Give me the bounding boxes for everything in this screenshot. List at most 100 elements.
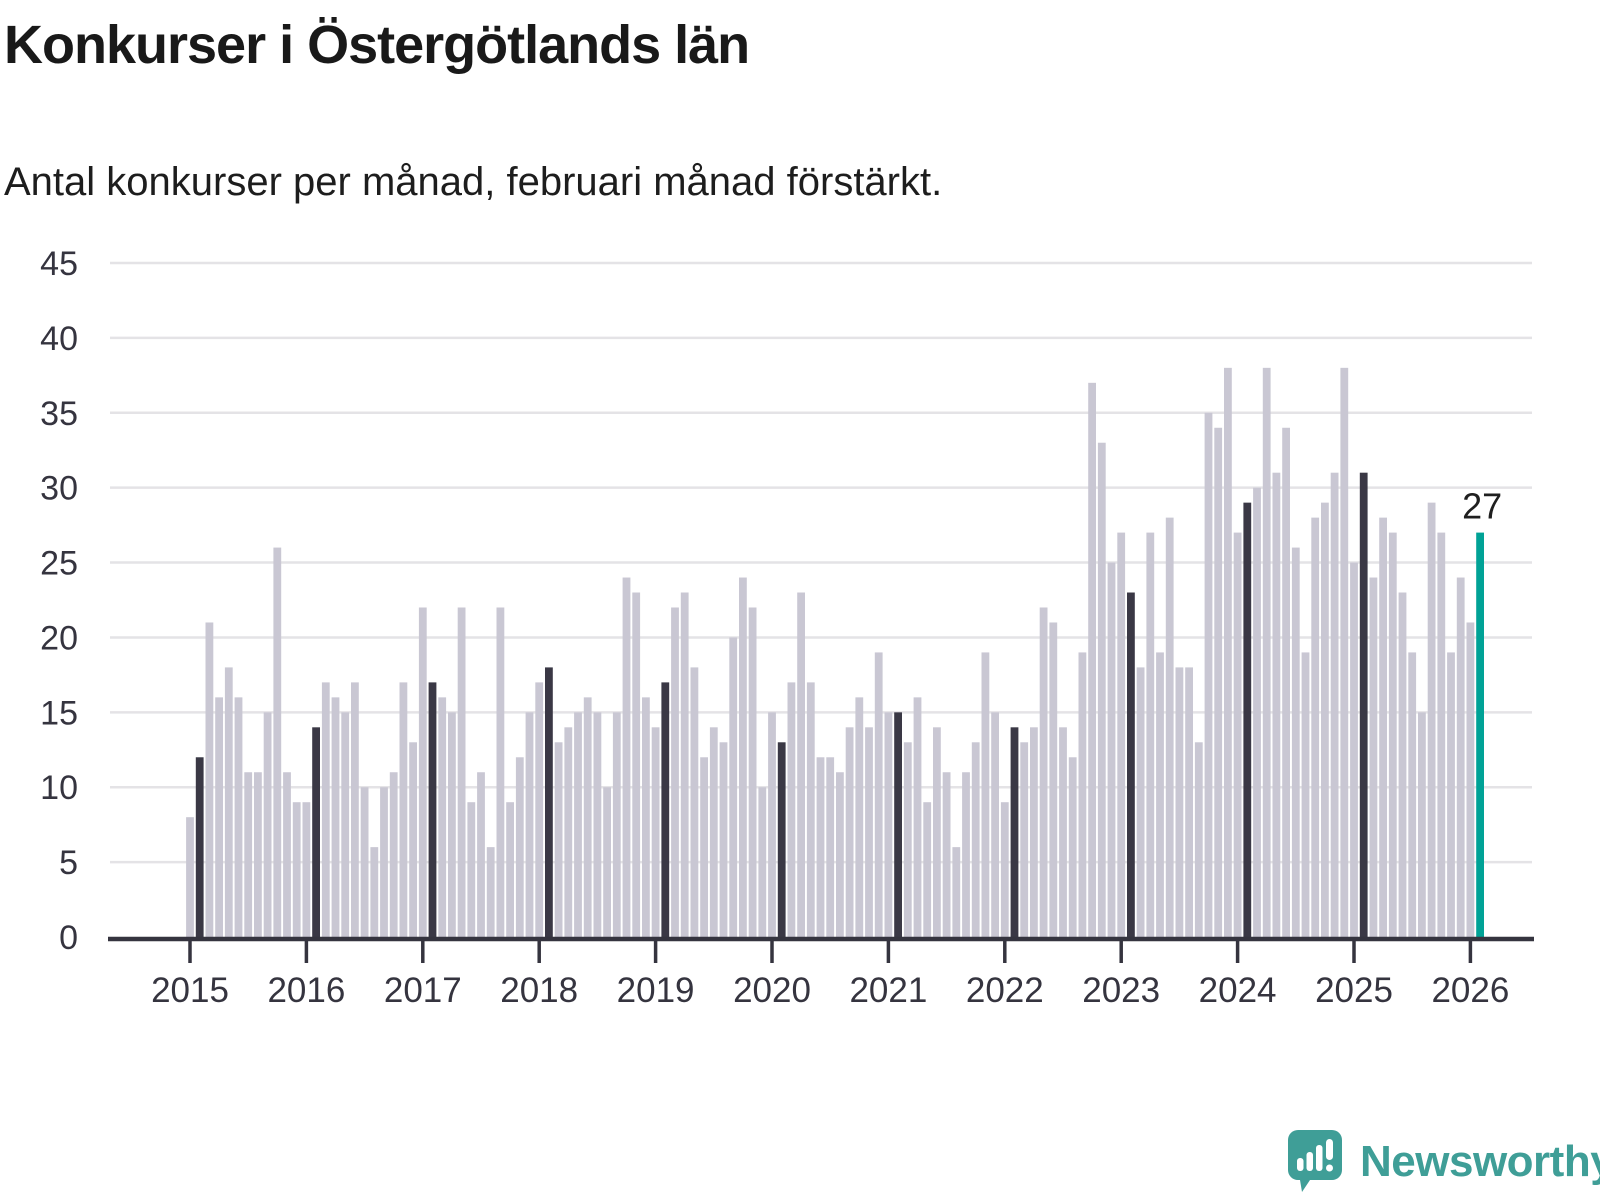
bar xyxy=(1321,502,1329,937)
bar xyxy=(1097,442,1106,937)
bar xyxy=(1000,802,1009,937)
bar xyxy=(1369,577,1378,937)
bar xyxy=(205,622,214,937)
bar xyxy=(1049,622,1058,937)
y-axis-tick-label: 20 xyxy=(40,619,78,657)
bar xyxy=(933,727,941,937)
bar xyxy=(1214,427,1223,937)
bar xyxy=(1262,367,1271,938)
bar xyxy=(962,772,970,937)
bar xyxy=(1253,487,1261,937)
bar xyxy=(1175,667,1184,937)
bar xyxy=(380,787,388,937)
bar xyxy=(1165,517,1174,937)
y-axis-tick-label: 0 xyxy=(59,919,78,957)
bar xyxy=(952,847,961,937)
bar xyxy=(418,607,427,937)
bar xyxy=(1204,412,1213,937)
y-axis-tick-label: 45 xyxy=(40,245,78,283)
x-axis-year-label: 2019 xyxy=(617,971,695,1010)
bar xyxy=(1388,532,1397,937)
bar xyxy=(263,712,272,937)
bar xyxy=(1233,532,1242,937)
x-axis-year-label: 2021 xyxy=(849,971,927,1010)
bar xyxy=(1185,667,1193,937)
bar xyxy=(748,607,757,937)
bar xyxy=(438,697,447,937)
bar xyxy=(389,772,398,937)
x-axis-year-label: 2025 xyxy=(1315,971,1393,1010)
bar xyxy=(525,712,534,937)
bar xyxy=(651,727,660,937)
bar xyxy=(1340,367,1349,938)
bar xyxy=(903,742,912,937)
bar xyxy=(690,667,699,937)
bar xyxy=(224,667,233,937)
bar-february xyxy=(777,742,786,937)
bars xyxy=(186,367,1484,938)
bar xyxy=(1039,607,1048,937)
bar xyxy=(215,697,223,937)
bar xyxy=(283,772,291,937)
bar xyxy=(496,607,505,937)
bar xyxy=(981,652,990,937)
bar xyxy=(1088,382,1096,937)
y-axis-labels: 0 5 10 15 20 25 30 35 40 45 xyxy=(40,245,78,957)
bar xyxy=(1408,652,1417,937)
bar xyxy=(554,742,563,937)
bar xyxy=(1272,472,1281,937)
brand-name: Newsworthy xyxy=(1360,1137,1600,1186)
bar xyxy=(836,772,844,937)
bar xyxy=(351,682,359,937)
bar xyxy=(370,847,379,937)
bar xyxy=(884,712,893,937)
bar xyxy=(1156,652,1164,937)
bar xyxy=(797,592,805,937)
bar xyxy=(991,712,999,937)
bar xyxy=(1350,562,1358,937)
bar xyxy=(1078,652,1087,937)
y-axis-tick-label: 15 xyxy=(40,694,78,732)
bar xyxy=(1146,532,1155,937)
bar xyxy=(477,772,485,937)
bar xyxy=(1107,562,1116,937)
bar xyxy=(1291,547,1300,937)
bar xyxy=(360,787,369,937)
bar xyxy=(467,802,476,937)
bar xyxy=(535,682,544,937)
bar xyxy=(273,547,282,937)
bar xyxy=(855,697,864,937)
bar xyxy=(874,652,883,937)
bar xyxy=(448,712,456,937)
x-axis: 2015 2016 2017 2018 2019 2020 2021 2022 2023 2024… xyxy=(151,941,1509,1010)
bar xyxy=(457,607,466,937)
x-axis-year-label: 2022 xyxy=(966,971,1044,1010)
bar xyxy=(603,787,611,937)
bar xyxy=(506,802,514,937)
bar xyxy=(642,697,650,937)
page-title: Konkurser i Östergötlands län xyxy=(4,15,750,75)
bar xyxy=(341,712,350,937)
latest-value-label: 27 xyxy=(1462,486,1502,527)
bar xyxy=(486,847,495,937)
bar xyxy=(1379,517,1387,937)
bar xyxy=(1068,757,1077,937)
bar xyxy=(709,727,718,937)
bar xyxy=(254,772,262,937)
bar-february xyxy=(1359,472,1368,937)
bar xyxy=(971,742,980,937)
bar xyxy=(826,757,835,937)
x-axis-year-label: 2015 xyxy=(151,971,229,1010)
bar xyxy=(1466,622,1475,937)
x-axis-year-label: 2020 xyxy=(733,971,811,1010)
bar xyxy=(515,757,524,937)
bar-february xyxy=(545,667,553,937)
brand-footer: Newsworthy xyxy=(1288,1130,1600,1194)
newsworthy-speech-bubble-chart-icon xyxy=(1288,1130,1342,1192)
bar xyxy=(593,712,602,937)
bar xyxy=(632,592,641,937)
bar xyxy=(612,712,621,937)
y-axis-tick-label: 40 xyxy=(40,320,78,358)
x-axis-year-label: 2016 xyxy=(267,971,345,1010)
